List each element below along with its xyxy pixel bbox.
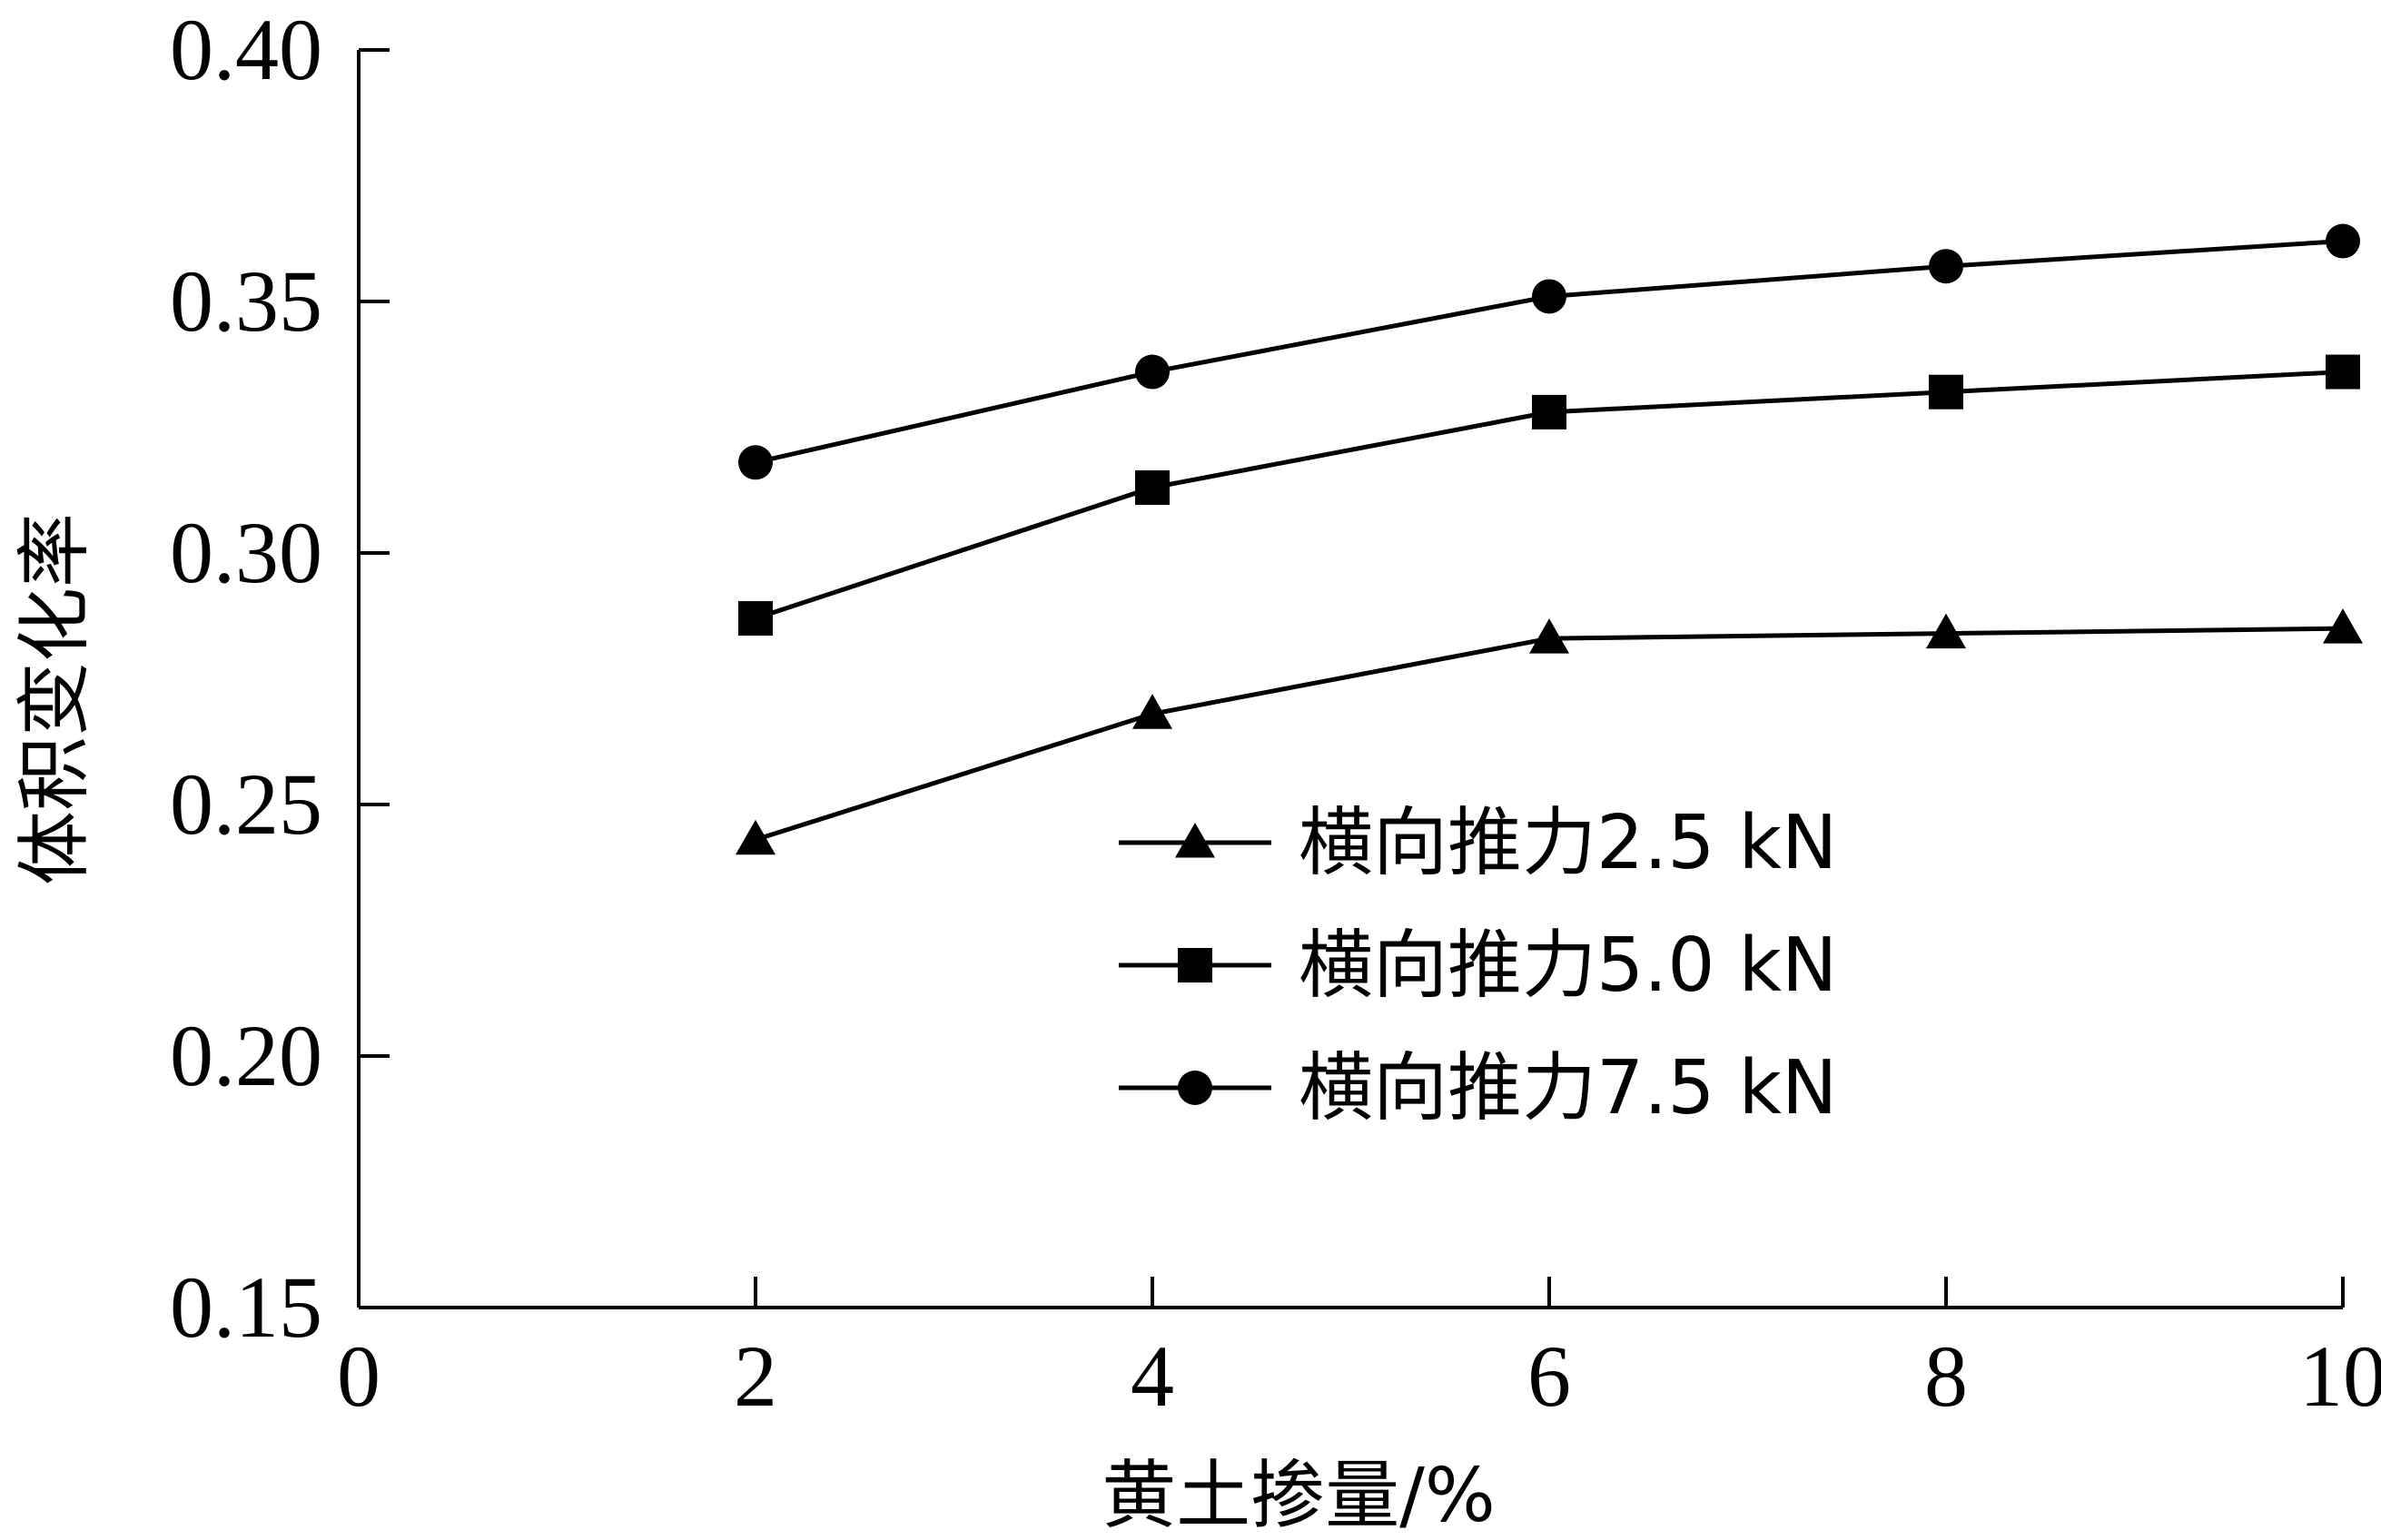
legend-marker-triangle xyxy=(1175,823,1215,858)
x-axis-title: 黄土掺量/% xyxy=(1102,1453,1496,1539)
series-layer xyxy=(736,223,2363,855)
legend-label: 横向推力5.0 kN xyxy=(1299,923,1837,1009)
data-point-triangle xyxy=(736,819,776,855)
data-point-triangle xyxy=(1529,618,1569,654)
legend-label: 横向推力2.5 kN xyxy=(1299,800,1837,886)
x-tick-label: 2 xyxy=(734,1328,777,1425)
legend-item: 横向推力2.5 kN xyxy=(1119,800,1837,886)
axes: 0.15 0.20 0.25 0.30 0.35 0.40 0 2 4 6 8 10 xyxy=(170,1,2381,1425)
legend-item: 横向推力5.0 kN xyxy=(1119,923,1837,1009)
y-tick-label: 0.25 xyxy=(170,755,322,853)
x-tick-label: 6 xyxy=(1527,1328,1571,1425)
y-tick-label: 0.40 xyxy=(170,1,322,98)
data-point-square xyxy=(1532,394,1566,429)
series-circle xyxy=(738,223,2360,480)
data-point-circle xyxy=(1532,279,1566,314)
data-point-square xyxy=(2326,354,2360,390)
data-point-square xyxy=(1929,374,1963,410)
legend-marker-circle xyxy=(1178,1071,1212,1105)
data-point-square xyxy=(1135,469,1170,505)
legend: 横向推力2.5 kN 横向推力5.0 kN 横向推力7.5 kN xyxy=(1119,800,1837,1131)
y-tick-label: 0.15 xyxy=(170,1259,322,1356)
x-tick-label: 4 xyxy=(1131,1328,1174,1425)
y-axis-title: 体积变化率 xyxy=(12,513,98,885)
x-tick-label: 0 xyxy=(337,1328,380,1425)
x-tick-label: 10 xyxy=(2299,1328,2381,1425)
legend-marker-square xyxy=(1178,948,1212,982)
data-point-circle xyxy=(2326,223,2360,259)
y-tick-label: 0.20 xyxy=(170,1007,322,1104)
x-tick-label: 8 xyxy=(1924,1328,1968,1425)
y-tick-label: 0.35 xyxy=(170,252,322,350)
data-point-circle xyxy=(1135,354,1170,390)
series-triangle xyxy=(736,608,2363,855)
series-square xyxy=(738,354,2360,637)
data-point-triangle xyxy=(2323,608,2363,644)
data-point-circle xyxy=(1929,249,1963,284)
y-tick-label: 0.30 xyxy=(170,504,322,601)
data-point-triangle xyxy=(1926,613,1966,649)
legend-label: 横向推力7.5 kN xyxy=(1299,1045,1837,1131)
legend-item: 横向推力7.5 kN xyxy=(1119,1045,1837,1131)
data-point-square xyxy=(738,601,773,637)
data-point-circle xyxy=(738,445,773,480)
data-point-triangle xyxy=(1132,694,1172,729)
